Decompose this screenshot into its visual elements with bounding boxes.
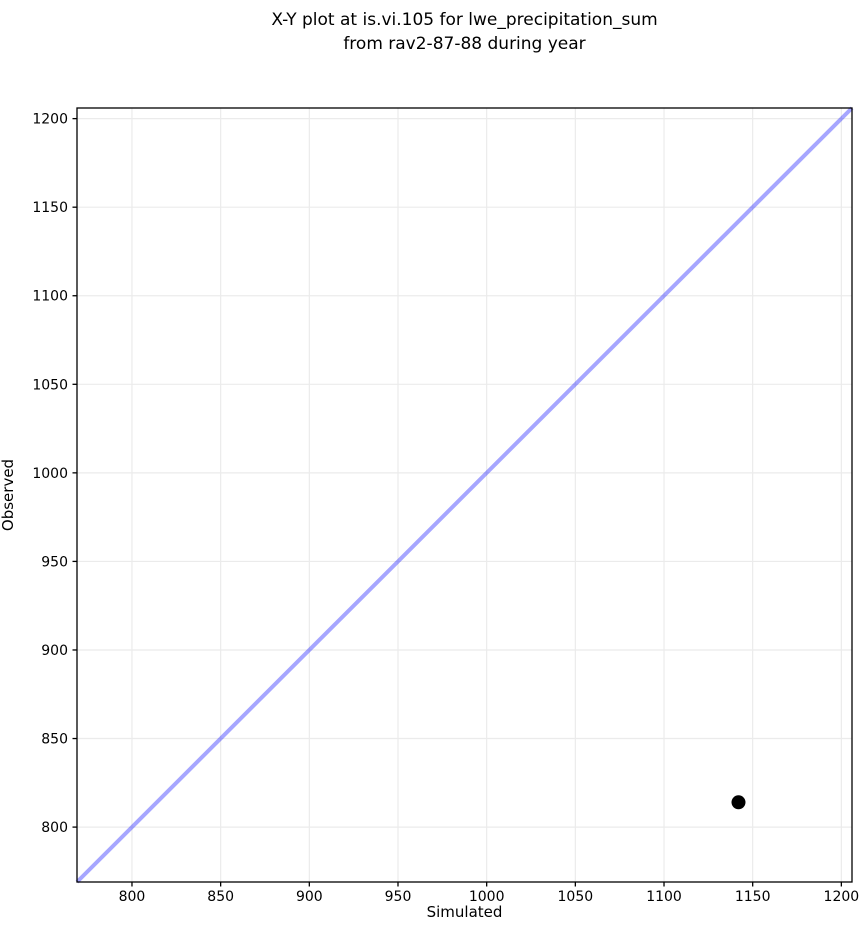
x-tick-label: 1200 xyxy=(824,889,860,905)
y-tick-label: 1000 xyxy=(32,466,68,482)
x-tick-label: 1050 xyxy=(558,889,594,905)
y-tick-label: 1150 xyxy=(32,200,68,216)
x-tick-label: 1100 xyxy=(646,889,682,905)
y-tick-label: 1050 xyxy=(32,377,68,393)
x-tick-label: 1150 xyxy=(735,889,771,905)
x-axis-label: Simulated xyxy=(426,903,503,921)
x-tick-label: 1000 xyxy=(469,889,505,905)
y-tick-label: 850 xyxy=(41,732,68,748)
x-tick-label: 850 xyxy=(207,889,234,905)
chart-title: X-Y plot at is.vi.105 for lwe_precipitat… xyxy=(77,8,852,56)
y-tick-label: 1100 xyxy=(32,289,68,305)
y-tick-label: 1200 xyxy=(32,112,68,128)
chart-title-line-1: X-Y plot at is.vi.105 for lwe_precipitat… xyxy=(271,10,658,30)
y-axis-label: Observed xyxy=(0,458,17,532)
x-tick-label: 950 xyxy=(385,889,412,905)
chart-title-line-2: from rav2-87-88 during year xyxy=(343,34,586,54)
identity-line xyxy=(75,106,854,884)
y-tick-label: 950 xyxy=(41,554,68,570)
x-tick-label: 900 xyxy=(296,889,323,905)
y-tick-label: 900 xyxy=(41,643,68,659)
x-tick-label: 800 xyxy=(119,889,146,905)
axes-background xyxy=(77,108,852,882)
axis-frame xyxy=(76,107,853,883)
y-tick-label: 800 xyxy=(41,820,68,836)
data-point-marker xyxy=(731,795,746,810)
